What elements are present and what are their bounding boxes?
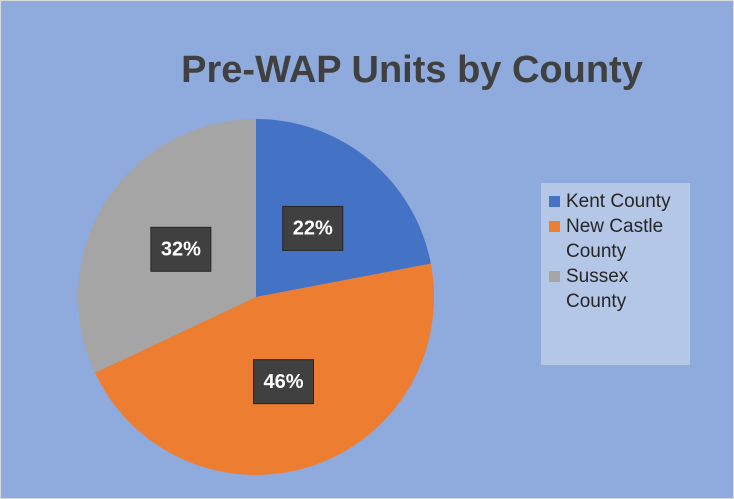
data-label-box [282,205,344,251]
data-label: 32% [161,239,201,261]
legend-entry: New Castle County [549,214,682,264]
legend-label: Kent County [566,191,671,212]
legend-label: Sussex County [566,266,629,312]
legend-entry: Kent County [549,189,682,214]
data-label: 46% [263,371,303,393]
data-label-box [253,359,315,405]
legend-label: New Castle County [566,216,664,262]
data-label: 22% [293,218,333,240]
data-label-box [150,226,212,272]
pie-slice [256,119,431,297]
legend-swatch [549,196,560,207]
legend-swatch [549,271,560,282]
legend: Kent County New Castle County Sussex Count… [541,183,690,365]
legend-swatch [549,221,560,232]
chart-title: Pre-WAP Units by County [181,49,643,91]
legend-entry: Sussex County [549,264,682,314]
